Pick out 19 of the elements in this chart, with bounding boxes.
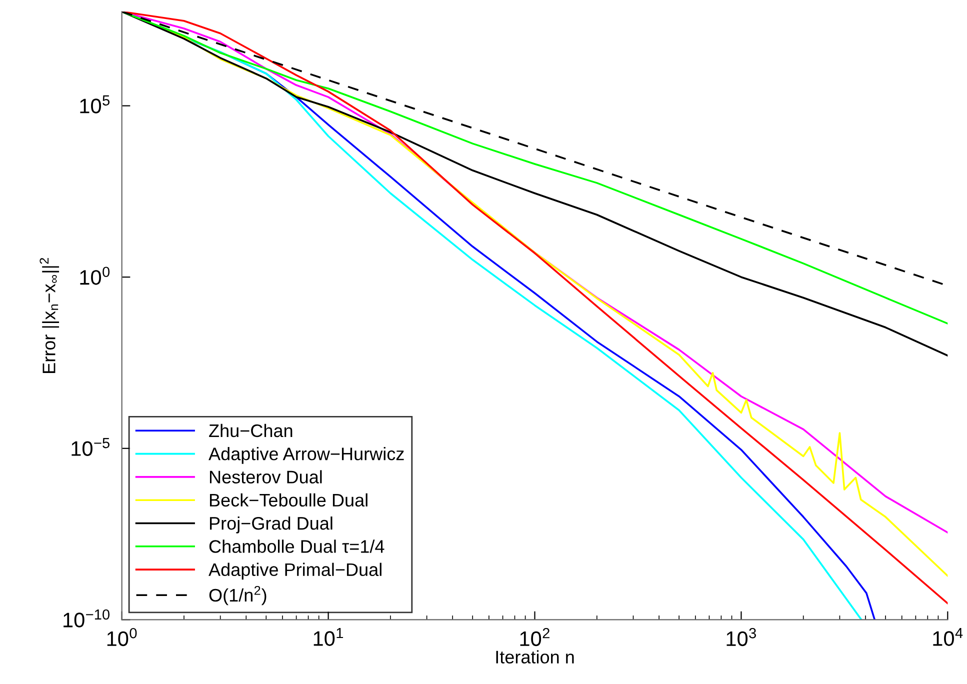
legend-label: O(1/n$^{2}$) — [209, 586, 266, 606]
y-tick-label: 10$^{−10}$ — [64, 609, 110, 628]
y-axis-title: Error ||x$_{n}$−x$_{∞}$||$^{2}$ — [40, 258, 60, 373]
legend-label: Beck−Teboulle Dual — [210, 493, 368, 507]
legend-label: Adaptive Primal−Dual — [208, 562, 382, 580]
x-axis-title: Iteration n — [496, 650, 574, 664]
legend-label: Zhu−Chan — [209, 424, 292, 438]
y-tick-label: 10$^{0}$ — [80, 266, 110, 285]
x-tick-label: 10$^{3}$ — [726, 628, 756, 646]
legend-label: Adaptive Arrow−Hurwicz — [208, 447, 404, 464]
x-tick-label: 10$^{1}$ — [314, 628, 344, 646]
legend-label: Proj−Grad Dual — [210, 516, 332, 534]
legend-label: Nesterov Dual — [210, 470, 322, 484]
x-tick-label: 10$^{2}$ — [520, 628, 550, 646]
y-tick-label: 10$^{5}$ — [80, 95, 110, 114]
legend-label: Chambolle Dual τ=1/4 — [209, 540, 384, 553]
y-tick-label: 10$^{−5}$ — [72, 438, 110, 456]
x-tick-label: 10$^{4}$ — [933, 628, 963, 646]
x-tick-label: 10$^{0}$ — [107, 628, 137, 646]
